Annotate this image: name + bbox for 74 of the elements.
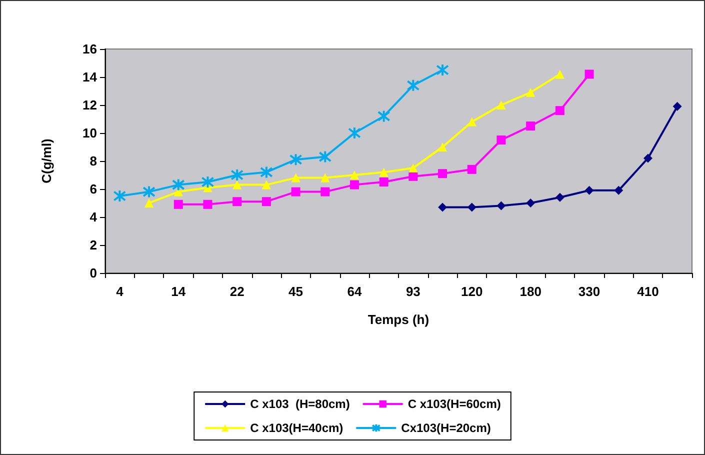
- y-tick-label: 6: [90, 182, 97, 196]
- y-tick-label: 8: [90, 154, 97, 168]
- x-tick-label: 22: [230, 284, 244, 299]
- point: [348, 126, 361, 140]
- point: [555, 70, 564, 79]
- x-tick-label: 64: [347, 284, 362, 299]
- point: [406, 78, 420, 92]
- point: [142, 185, 156, 198]
- x-axis-title: Temps (h): [368, 312, 430, 327]
- point: [584, 186, 594, 195]
- point: [496, 201, 506, 210]
- point: [555, 106, 564, 116]
- point: [289, 153, 302, 166]
- point: [408, 172, 418, 181]
- point: [232, 197, 242, 206]
- point: [438, 169, 448, 178]
- point: [113, 190, 126, 202]
- point: [291, 187, 300, 196]
- y-tick-label: 0: [90, 266, 97, 280]
- point: [584, 70, 594, 79]
- legend-label: C x103(H=40cm): [250, 421, 344, 435]
- y-tick-label: 16: [82, 42, 97, 56]
- point: [379, 178, 388, 186]
- point: [436, 64, 450, 76]
- y-tick-label: 4: [90, 210, 98, 224]
- point: [438, 142, 448, 152]
- point: [262, 180, 271, 190]
- y-tick-label: 14: [82, 70, 98, 84]
- legend-label: C x103 (H=80cm): [250, 397, 350, 411]
- point: [672, 102, 682, 111]
- point: [232, 180, 242, 190]
- y-tick-label: 12: [82, 98, 97, 112]
- y-axis-title: C(g/ml): [39, 138, 54, 184]
- point: [350, 170, 359, 180]
- x-tick-label: 120: [461, 284, 483, 299]
- x-tick-label: 4: [116, 284, 124, 299]
- point: [203, 200, 212, 209]
- point: [467, 202, 476, 212]
- point: [291, 173, 300, 182]
- point: [467, 117, 476, 126]
- point: [320, 187, 330, 196]
- x-tick-label: 45: [288, 284, 304, 299]
- y-tick-label: 10: [82, 126, 97, 140]
- point: [643, 154, 652, 163]
- point: [526, 198, 536, 208]
- point: [230, 168, 244, 182]
- legend-label: Cx103(H=20cm): [401, 421, 491, 435]
- point: [144, 198, 154, 208]
- point: [377, 110, 390, 123]
- point: [318, 150, 332, 164]
- x-tick-label: 14: [171, 284, 186, 299]
- point: [496, 136, 506, 144]
- point: [467, 164, 476, 174]
- x-tick-label: 410: [637, 284, 659, 299]
- x-tick-label: 93: [406, 284, 420, 299]
- x-tick-label: 330: [578, 284, 600, 299]
- point: [555, 192, 564, 202]
- point: [379, 168, 388, 177]
- point: [320, 173, 330, 182]
- point: [526, 88, 536, 97]
- point: [614, 186, 624, 195]
- point: [201, 176, 214, 188]
- point: [408, 164, 418, 172]
- point: [174, 200, 183, 209]
- point: [262, 197, 271, 206]
- point: [260, 166, 273, 179]
- point: [438, 202, 448, 212]
- x-tick-label: 180: [520, 284, 542, 299]
- point: [496, 100, 506, 110]
- legend-label: C x103(H=60cm): [408, 397, 501, 411]
- point: [350, 180, 359, 190]
- point: [526, 122, 536, 130]
- y-tick-label: 2: [90, 238, 97, 252]
- point: [172, 178, 185, 192]
